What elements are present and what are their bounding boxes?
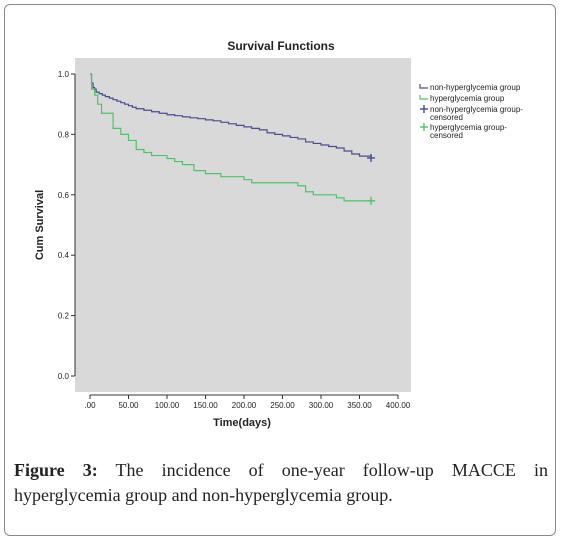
legend-item: non-hyperglycemia group (419, 83, 521, 92)
y-tick-label: 0.6 (58, 191, 70, 200)
legend-label: non-hyperglycemia group (430, 83, 521, 92)
legend-label: censored (430, 131, 463, 140)
y-tick-label: 0.2 (58, 312, 70, 321)
x-tick-label: 400.00 (386, 401, 411, 410)
hyperglycemia-group-censored-marker (367, 196, 376, 205)
legend-label: hyperglycemia group (430, 94, 505, 103)
x-tick-label: 350.00 (347, 401, 372, 410)
legend-plus-swatch (420, 123, 428, 131)
x-tick-label: 250.00 (270, 401, 295, 410)
legend-label: hyperglycemia group- (430, 123, 507, 132)
legend-item: hyperglycemia group (419, 94, 505, 103)
legend-line-swatch (419, 84, 428, 89)
legend-label: censored (430, 113, 463, 122)
y-tick-label: 1.0 (58, 70, 70, 79)
hyperglycemia-group-line (90, 73, 372, 202)
survival-chart: Survival Functions .00 50.00 100.00 150.00 2… (34, 39, 523, 429)
y-tick-label: 0.8 (58, 130, 70, 139)
legend-plus-swatch (420, 105, 428, 113)
x-axis-label: Time(days) (213, 417, 271, 429)
legend-line-swatch (419, 95, 428, 100)
legend-item: hyperglycemia group-censored (420, 123, 507, 140)
non-hyperglycemia-group-censored-marker (367, 153, 376, 162)
figure-caption: Figure 3: The incidence of one-year foll… (14, 458, 548, 508)
x-tick-label: 300.00 (309, 401, 334, 410)
x-tick-label: 50.00 (118, 401, 139, 410)
legend-label: non-hyperglycemia group- (430, 105, 523, 114)
x-tick-label: 150.00 (193, 401, 218, 410)
x-tick-label: 100.00 (155, 401, 180, 410)
y-tick-label: 0.4 (58, 251, 70, 260)
caption-text: The incidence of one-year follow-up MACC… (14, 460, 548, 505)
plot-area (75, 58, 411, 392)
y-axis-label: Cum Survival (34, 190, 46, 260)
x-tick-label: 200.00 (232, 401, 257, 410)
non-hyperglycemia-group-line (90, 73, 372, 158)
caption-label: Figure 3: (14, 460, 98, 480)
y-tick-label: 0.0 (58, 372, 70, 381)
chart-title: Survival Functions (227, 39, 335, 53)
x-tick-label: .00 (84, 401, 96, 410)
legend-item: non-hyperglycemia group-censored (420, 105, 523, 122)
